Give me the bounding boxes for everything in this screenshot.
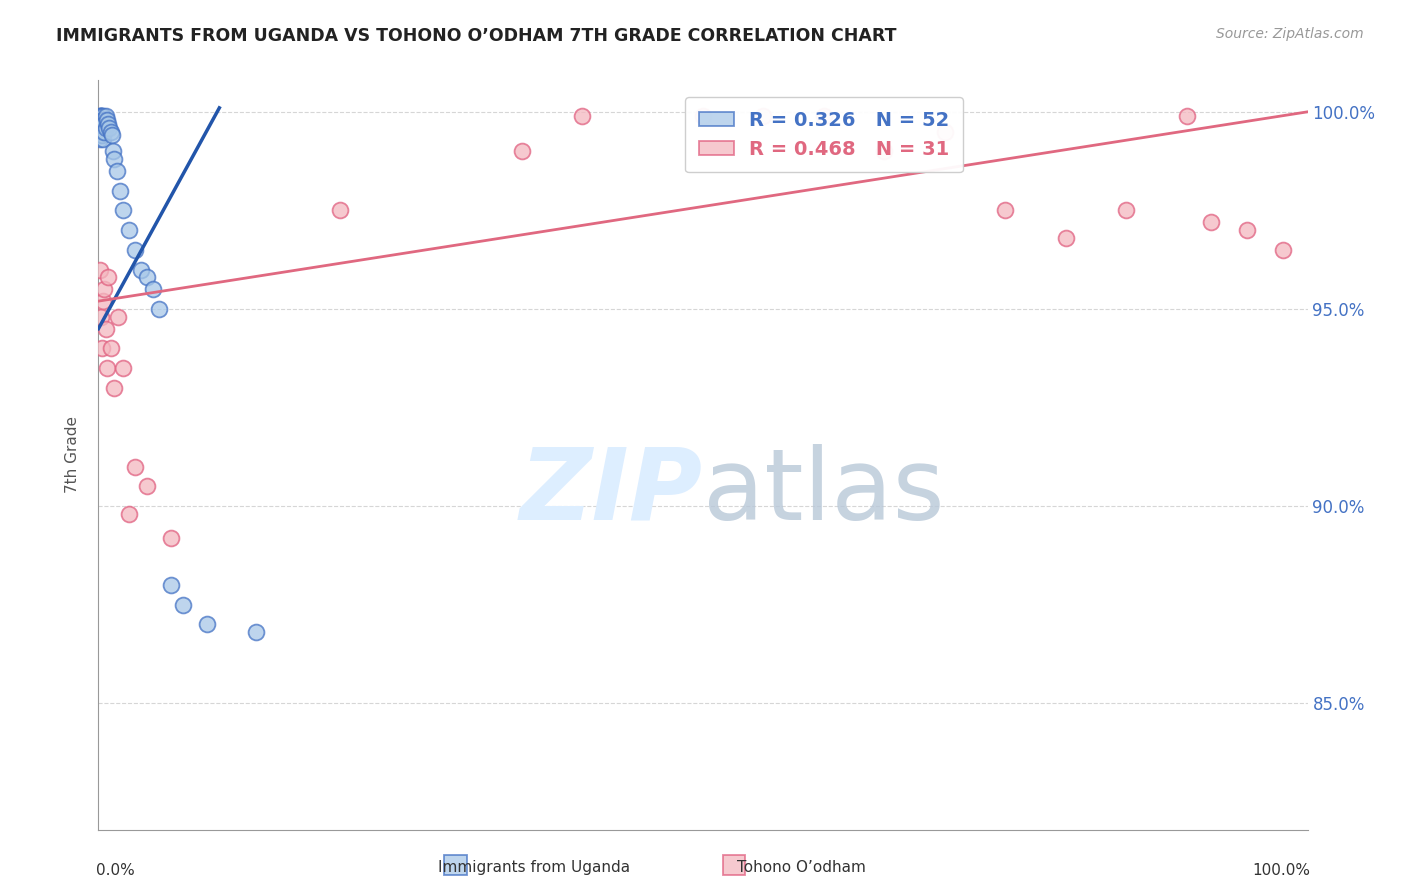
Point xyxy=(89,132,111,146)
Point xyxy=(129,262,152,277)
Point xyxy=(89,124,111,138)
Text: Tohono O’odham: Tohono O’odham xyxy=(737,860,866,874)
Text: IMMIGRANTS FROM UGANDA VS TOHONO O’ODHAM 7TH GRADE CORRELATION CHART: IMMIGRANTS FROM UGANDA VS TOHONO O’ODHAM… xyxy=(56,27,897,45)
Point xyxy=(93,124,115,138)
Point xyxy=(100,342,122,356)
Text: atlas: atlas xyxy=(703,444,945,541)
Point xyxy=(118,223,141,237)
Point xyxy=(100,128,122,143)
Point xyxy=(89,109,111,123)
Point xyxy=(91,109,114,123)
Point xyxy=(94,109,117,123)
Point xyxy=(89,120,111,135)
Point xyxy=(124,459,146,474)
Point xyxy=(90,120,112,135)
Point xyxy=(90,109,112,123)
Point xyxy=(89,120,111,135)
Point xyxy=(1199,215,1222,229)
Point xyxy=(91,294,114,309)
Y-axis label: 7th Grade: 7th Grade xyxy=(65,417,80,493)
Point xyxy=(101,145,124,159)
Point xyxy=(97,117,120,131)
Legend: R = 0.326   N = 52, R = 0.468   N = 31: R = 0.326 N = 52, R = 0.468 N = 31 xyxy=(685,97,963,172)
Point xyxy=(934,124,956,138)
Point xyxy=(91,124,114,138)
Point xyxy=(329,203,352,218)
Text: Source: ZipAtlas.com: Source: ZipAtlas.com xyxy=(1216,27,1364,41)
Point xyxy=(195,617,218,632)
Point xyxy=(97,270,120,285)
Point xyxy=(91,342,114,356)
Point xyxy=(1272,243,1295,257)
Text: 0.0%: 0.0% xyxy=(96,863,135,879)
Point xyxy=(135,479,157,493)
Text: Immigrants from Uganda: Immigrants from Uganda xyxy=(439,860,630,874)
Point xyxy=(100,124,122,138)
Point xyxy=(994,203,1017,218)
Point xyxy=(94,120,117,135)
Point xyxy=(1115,203,1137,218)
Point xyxy=(89,112,111,127)
Point xyxy=(96,112,118,127)
Point xyxy=(108,184,131,198)
Point xyxy=(94,322,117,336)
Point xyxy=(752,109,775,123)
Point xyxy=(1236,223,1258,237)
Point xyxy=(90,124,112,138)
Point xyxy=(107,310,129,324)
Point xyxy=(105,164,128,178)
Point xyxy=(89,112,111,127)
Point xyxy=(91,117,114,131)
Point xyxy=(93,282,115,296)
Point xyxy=(1175,109,1198,123)
Point xyxy=(90,117,112,131)
Text: 100.0%: 100.0% xyxy=(1251,863,1310,879)
Point xyxy=(91,112,114,127)
Point xyxy=(172,598,194,612)
Point xyxy=(93,112,115,127)
Point xyxy=(103,381,125,395)
Point xyxy=(91,120,114,135)
Point xyxy=(813,109,835,123)
Point xyxy=(91,117,114,131)
Point xyxy=(90,310,112,324)
Point xyxy=(90,109,112,123)
Point xyxy=(160,531,183,545)
Point xyxy=(118,507,141,521)
Point xyxy=(98,120,121,135)
Point xyxy=(96,361,118,376)
Point xyxy=(91,128,114,143)
Point xyxy=(91,132,114,146)
Point xyxy=(510,145,533,159)
Point xyxy=(148,301,170,316)
Point xyxy=(93,117,115,131)
Point xyxy=(103,152,125,166)
Point xyxy=(873,145,896,159)
Point xyxy=(89,109,111,123)
Point xyxy=(111,361,134,376)
Point xyxy=(111,203,134,218)
Point xyxy=(571,109,593,123)
Point xyxy=(142,282,165,296)
Point xyxy=(89,128,111,143)
Text: ZIP: ZIP xyxy=(520,444,703,541)
Point xyxy=(90,112,112,127)
Point xyxy=(245,625,267,640)
Point xyxy=(91,109,114,123)
Point xyxy=(692,109,714,123)
Point xyxy=(89,262,111,277)
Point xyxy=(1054,231,1077,245)
Point xyxy=(91,112,114,127)
Point xyxy=(160,578,183,592)
Point xyxy=(89,117,111,131)
Point xyxy=(89,117,111,131)
Point xyxy=(124,243,146,257)
Point xyxy=(135,270,157,285)
